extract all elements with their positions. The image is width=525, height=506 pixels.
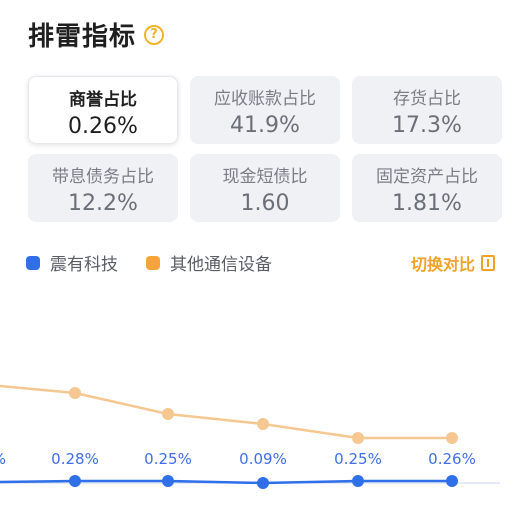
data-label: 0.25% (144, 450, 192, 468)
data-label: 0.28% (51, 450, 99, 468)
metric-card-interest-debt[interactable]: 带息债务占比 12.2% (28, 154, 178, 222)
legend-item-industry[interactable]: 其他通信设备 (146, 250, 272, 275)
switch-icon (481, 255, 495, 271)
data-label: 0.26% (428, 450, 476, 468)
company-point[interactable] (446, 475, 458, 487)
company-point[interactable] (257, 477, 269, 489)
industry-point[interactable] (69, 387, 81, 399)
metric-card-goodwill[interactable]: 商誉占比 0.26% (28, 76, 178, 144)
data-label-partial: % (0, 450, 6, 468)
metric-value: 41.9% (230, 113, 300, 138)
metric-value: 17.3% (392, 113, 462, 138)
question-circle-icon[interactable]: ? (144, 24, 165, 45)
switch-compare-button[interactable]: 切换对比 (411, 251, 495, 275)
legend-dot-icon (146, 255, 160, 270)
trend-chart: 0.28% 0.25% 0.09% 0.25% 0.26%% (0, 384, 500, 489)
industry-point[interactable] (162, 408, 174, 420)
metric-label: 存货占比 (393, 89, 461, 109)
industry-series-points (69, 387, 458, 444)
data-label: 0.25% (334, 450, 382, 468)
industry-point[interactable] (352, 432, 364, 444)
metric-value: 1.60 (240, 191, 290, 216)
legend-label: 震有科技 (50, 255, 118, 275)
title-row: 排雷指标 ? (28, 16, 165, 53)
metric-label: 带息债务占比 (52, 167, 154, 187)
company-series-points (69, 475, 458, 489)
industry-point[interactable] (257, 418, 269, 430)
metric-card-receivables[interactable]: 应收账款占比 41.9% (190, 76, 340, 144)
metric-value: 1.81% (392, 191, 462, 216)
company-point[interactable] (352, 475, 364, 487)
industry-point[interactable] (446, 432, 458, 444)
industry-series-line (0, 384, 452, 440)
metric-value: 0.26% (68, 114, 138, 139)
metric-card-cash-ratio[interactable]: 现金短债比 1.60 (190, 154, 340, 222)
legend-label: 其他通信设备 (170, 255, 272, 275)
switch-label: 切换对比 (410, 255, 475, 274)
legend-item-company[interactable]: 震有科技 (26, 250, 118, 275)
metric-card-inventory[interactable]: 存货占比 17.3% (352, 76, 502, 144)
legend: 震有科技 其他通信设备 切换对比 (26, 250, 495, 278)
metric-card-fixed-assets[interactable]: 固定资产占比 1.81% (352, 154, 502, 222)
value-labels: 0.28% 0.25% 0.09% 0.25% 0.26%% (0, 450, 476, 468)
metric-label: 现金短债比 (222, 167, 308, 187)
metric-label: 应收账款占比 (214, 89, 316, 109)
metric-label: 固定资产占比 (376, 167, 478, 187)
company-series-line (0, 479, 452, 485)
metric-label: 商誉占比 (69, 90, 137, 110)
company-point[interactable] (162, 475, 174, 487)
page-title: 排雷指标 (28, 22, 137, 52)
metric-value: 12.2% (68, 191, 138, 216)
legend-dot-icon (26, 255, 40, 270)
data-label: 0.09% (239, 450, 287, 468)
company-point[interactable] (69, 475, 81, 487)
